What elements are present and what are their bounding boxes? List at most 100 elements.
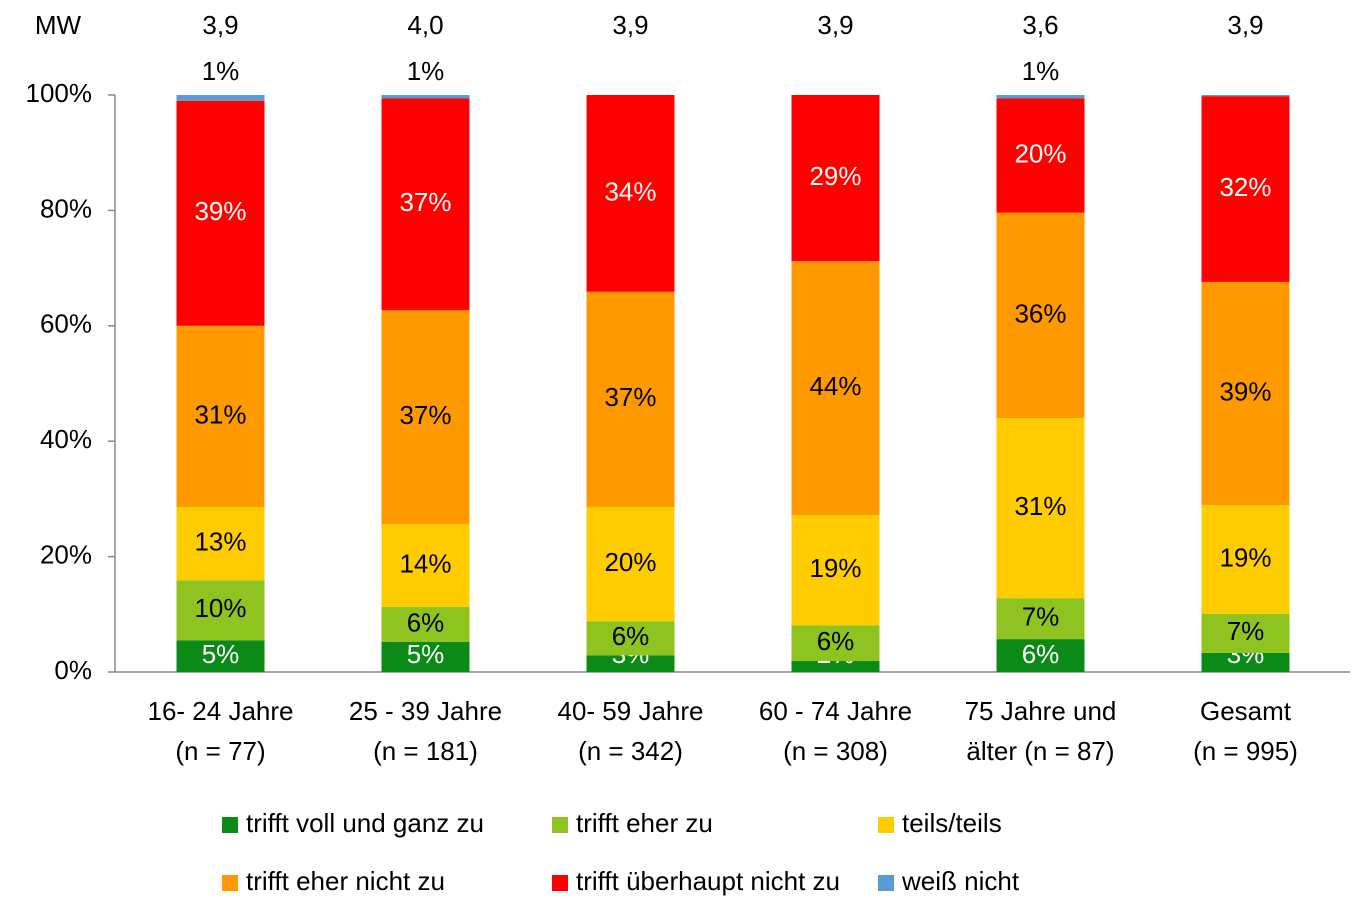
bar-segment: [996, 95, 1085, 99]
y-tick-label: 40%: [40, 424, 92, 454]
data-label: 13%: [194, 526, 246, 556]
legend-swatch: [222, 875, 238, 891]
data-label: 37%: [399, 400, 451, 430]
legend-label: teils/teils: [902, 808, 1002, 838]
bar-segment: [996, 418, 1085, 599]
x-tick-label: älter (n = 87): [966, 736, 1114, 766]
data-label: 1%: [1022, 56, 1060, 86]
bar-segment: [791, 261, 880, 516]
x-tick-label: 75 Jahre und: [965, 696, 1117, 726]
x-tick-label: (n = 181): [373, 736, 478, 766]
bar-segment: [586, 95, 675, 292]
data-label: 31%: [1014, 491, 1066, 521]
data-label: 7%: [1227, 616, 1265, 646]
legend-swatch: [552, 875, 568, 891]
x-tick-label: (n = 308): [783, 736, 888, 766]
bar-segment: [176, 95, 265, 101]
bar-segment: [1201, 281, 1290, 506]
data-label: 34%: [604, 176, 656, 206]
data-label: 1%: [202, 56, 240, 86]
data-label: 5%: [202, 639, 240, 669]
x-tick-label: (n = 995): [1193, 736, 1298, 766]
data-label: 44%: [809, 371, 861, 401]
bar-segment: [1201, 96, 1290, 282]
mw-label: MW: [35, 10, 82, 40]
data-label: 29%: [809, 161, 861, 191]
bar-segment: [791, 625, 880, 662]
y-tick-label: 0%: [54, 655, 92, 685]
bar-segment: [791, 515, 880, 626]
mw-value: 3,9: [202, 10, 238, 40]
bar-segment: [586, 291, 675, 507]
data-label: 6%: [1022, 639, 1060, 669]
y-tick-label: 60%: [40, 309, 92, 339]
bar-segment: [996, 98, 1085, 213]
mw-value: 3,9: [1227, 10, 1263, 40]
legend-label: trifft voll und ganz zu: [246, 808, 484, 838]
bar-segment: [381, 524, 470, 607]
bar-segment: [1201, 652, 1290, 672]
bar-segment: [1201, 95, 1290, 97]
bar-segment: [381, 606, 470, 642]
data-label: 20%: [604, 547, 656, 577]
x-tick-label: Gesamt: [1200, 696, 1292, 726]
data-label: 5%: [407, 639, 445, 669]
y-tick-label: 20%: [40, 539, 92, 569]
data-label: 14%: [399, 548, 451, 578]
bar-segment: [381, 310, 470, 525]
y-tick-label: 100%: [26, 78, 93, 108]
bar-segment: [1201, 613, 1290, 653]
mw-value: 3,9: [612, 10, 648, 40]
data-label: 31%: [194, 399, 246, 429]
mw-value: 4,0: [407, 10, 443, 40]
data-label: 7%: [1022, 602, 1060, 632]
bar-segment: [791, 661, 880, 672]
data-label: 10%: [194, 593, 246, 623]
legend-swatch: [878, 817, 894, 833]
data-label: 37%: [604, 382, 656, 412]
bar-segment: [586, 621, 675, 656]
legend-swatch: [878, 875, 894, 891]
bar-segment: [176, 506, 265, 581]
bar-segment: [381, 98, 470, 311]
legend-swatch: [552, 817, 568, 833]
bar-segment: [176, 580, 265, 641]
bar-segment: [996, 598, 1085, 640]
legend-label: trifft eher zu: [576, 808, 713, 838]
bar-segment: [586, 655, 675, 672]
bar-segment: [996, 639, 1085, 672]
mw-value: 3,9: [817, 10, 853, 40]
data-label: 19%: [809, 553, 861, 583]
bar-segment: [381, 95, 470, 99]
bar-segment: [996, 212, 1085, 419]
legend-swatch: [222, 817, 238, 833]
mw-value: 3,6: [1022, 10, 1058, 40]
bar-segment: [586, 506, 675, 622]
data-label: 6%: [817, 626, 855, 656]
x-tick-label: 16- 24 Jahre: [148, 696, 294, 726]
legend-label: trifft überhaupt nicht zu: [576, 866, 840, 896]
data-label: 37%: [399, 187, 451, 217]
data-label: 6%: [407, 607, 445, 637]
data-label: 36%: [1014, 298, 1066, 328]
bar-segment: [176, 640, 265, 672]
bar-segment: [176, 100, 265, 326]
bar-segment: [1201, 505, 1290, 614]
data-label: 6%: [612, 621, 650, 651]
data-label: 39%: [1219, 376, 1271, 406]
bar-segment: [381, 641, 470, 672]
x-tick-label: (n = 77): [175, 736, 265, 766]
x-tick-label: (n = 342): [578, 736, 683, 766]
data-label: 39%: [194, 196, 246, 226]
data-label: 20%: [1014, 138, 1066, 168]
bar-segment: [176, 325, 265, 507]
data-label: 32%: [1219, 172, 1271, 202]
data-label: 19%: [1219, 542, 1271, 572]
x-tick-label: 40- 59 Jahre: [558, 696, 704, 726]
x-tick-label: 25 - 39 Jahre: [349, 696, 502, 726]
legend-label: weiß nicht: [901, 866, 1020, 896]
x-tick-label: 60 - 74 Jahre: [759, 696, 912, 726]
y-tick-label: 80%: [40, 193, 92, 223]
legend-label: trifft eher nicht zu: [246, 866, 445, 896]
